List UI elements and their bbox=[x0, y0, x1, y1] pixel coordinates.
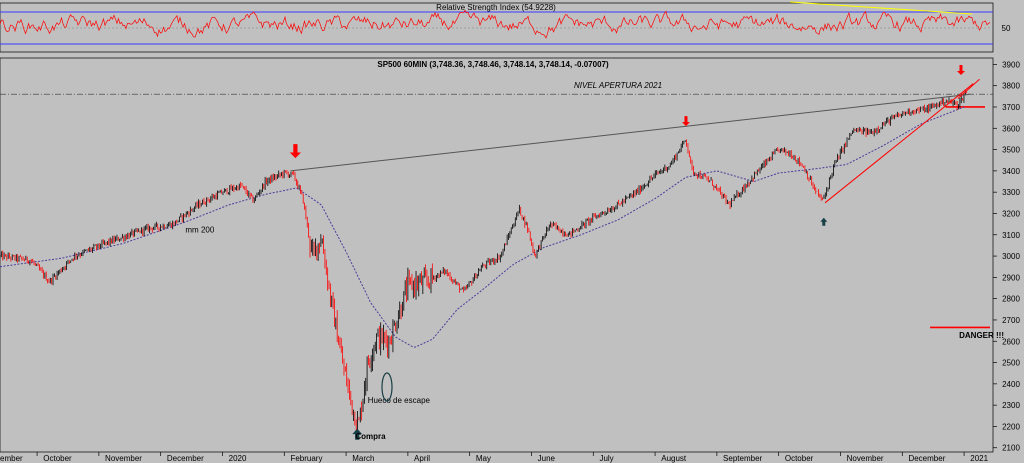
y-tick-label: 3800 bbox=[1002, 82, 1020, 91]
rsi-line bbox=[0, 9, 991, 39]
y-tick-label: 3000 bbox=[1002, 252, 1020, 261]
y-tick-label: 2100 bbox=[1002, 444, 1020, 453]
compra-arrow bbox=[352, 428, 363, 440]
y-tick-label: 2400 bbox=[1002, 380, 1020, 389]
gray-resistance-trendline bbox=[290, 93, 971, 172]
rsi-divergence-line bbox=[789, 1, 973, 15]
y-tick-label: 3100 bbox=[1002, 231, 1020, 240]
escape-gap-ellipse bbox=[381, 372, 393, 402]
sep-top-arrow bbox=[681, 116, 690, 127]
annotation-label: Compra bbox=[355, 432, 386, 441]
x-tick-label: September bbox=[723, 454, 762, 463]
x-tick-label: October bbox=[785, 454, 814, 463]
y-tick-label: 3700 bbox=[1002, 103, 1020, 112]
annotation-label: mm 200 bbox=[185, 226, 214, 235]
y-tick-label: 2500 bbox=[1002, 359, 1020, 368]
y-tick-label: 3300 bbox=[1002, 188, 1020, 197]
x-tick-label: December bbox=[908, 454, 945, 463]
annotation-label: NIVEL APERTURA 2021 bbox=[574, 81, 662, 90]
x-tick-label: November bbox=[847, 454, 884, 463]
price-title: SP500 60MIN (3,748.36, 3,748.46, 3,748.1… bbox=[377, 60, 609, 69]
x-tick-label: 2021 bbox=[970, 454, 988, 463]
price-panel bbox=[0, 57, 994, 453]
y-tick-label: 2300 bbox=[1002, 401, 1020, 410]
y-tick-label: 3600 bbox=[1002, 124, 1020, 133]
x-tick-label: May bbox=[476, 454, 491, 463]
x-tick-label: August bbox=[661, 454, 687, 463]
x-tick-label: March bbox=[352, 454, 374, 463]
x-tick-label: 2020 bbox=[229, 454, 247, 463]
y-tick-label: 3400 bbox=[1002, 167, 1020, 176]
annotation-label: DANGER !!! bbox=[959, 331, 1004, 340]
x-tick-label: October bbox=[43, 454, 72, 463]
y-tick-label: 3500 bbox=[1002, 146, 1020, 155]
rsi-y-tick: 50 bbox=[1002, 24, 1011, 33]
x-tick-label: December bbox=[167, 454, 204, 463]
x-tick-label: November bbox=[105, 454, 142, 463]
jan-top-arrow bbox=[956, 65, 965, 76]
x-tick-label: June bbox=[538, 454, 556, 463]
rsi-title: Relative Strength Index (54.9228) bbox=[436, 3, 556, 12]
y-tick-label: 2800 bbox=[1002, 295, 1020, 304]
red-top-arrow-line-trendline bbox=[957, 78, 980, 99]
oct-bottom-arrow bbox=[820, 217, 828, 226]
y-tick-label: 2700 bbox=[1002, 316, 1020, 325]
y-tick-label: 3900 bbox=[1002, 60, 1020, 69]
y-tick-label: 2600 bbox=[1002, 337, 1020, 346]
x-tick-label: April bbox=[414, 454, 430, 463]
y-tick-label: 2200 bbox=[1002, 422, 1020, 431]
feb-top-arrow bbox=[289, 144, 302, 159]
red-uptrend-trendline bbox=[824, 83, 974, 204]
annotation-label: Hueco de escape bbox=[368, 396, 431, 405]
x-tick-label: July bbox=[599, 454, 613, 463]
y-tick-label: 3200 bbox=[1002, 209, 1020, 218]
x-tick-label: ember bbox=[0, 454, 23, 463]
y-tick-label: 2900 bbox=[1002, 273, 1020, 282]
x-tick-label: February bbox=[290, 454, 322, 463]
